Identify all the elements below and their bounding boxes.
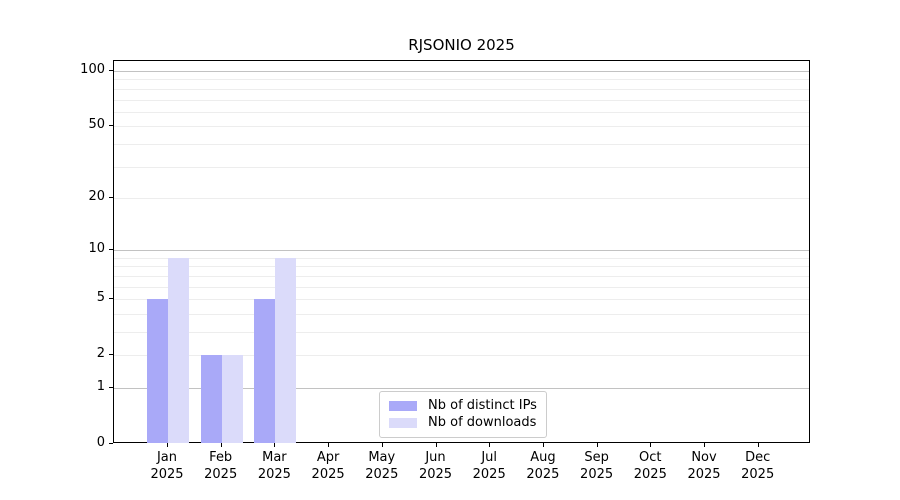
x-tick-mark — [489, 443, 491, 447]
y-tick-label-10: 10 — [88, 241, 105, 257]
x-tick-label-mar: Mar 2025 — [257, 450, 291, 482]
x-tick-label-jun: Jun 2025 — [418, 450, 453, 482]
bar-jan-ips — [147, 299, 168, 443]
legend-label: Nb of downloads — [428, 415, 537, 430]
y-tick-mark — [109, 125, 113, 127]
x-tick-label-nov: Nov 2025 — [687, 450, 721, 482]
y-tick-mark — [109, 249, 113, 251]
y-tick-label-20: 20 — [88, 188, 105, 204]
x-tick-mark — [435, 443, 437, 447]
y-tick-label-2: 2 — [96, 346, 105, 362]
y-tick-mark — [109, 298, 113, 300]
x-tick-label-oct: Oct 2025 — [633, 450, 667, 482]
legend-rows: Nb of distinct IPs Nb of downloads — [389, 397, 537, 431]
gridline-7 — [114, 275, 809, 277]
bar-mar-downloads — [275, 257, 297, 443]
y-tick-label-5: 5 — [96, 290, 105, 306]
y-tick-label-100: 100 — [80, 62, 105, 77]
gridline-1 — [114, 388, 809, 389]
x-tick-mark — [596, 443, 598, 447]
legend-swatch-icon — [389, 400, 417, 411]
gridline-40 — [114, 143, 809, 145]
gridline-2 — [114, 355, 809, 357]
gridline-60 — [114, 111, 809, 113]
legend: Nb of distinct IPs Nb of downloads — [379, 391, 547, 438]
x-tick-label-apr: Apr 2025 — [311, 450, 345, 482]
y-tick-mark — [109, 354, 113, 356]
x-tick-mark — [704, 443, 705, 447]
y-tick-mark — [109, 387, 113, 388]
x-tick-label-may: May 2025 — [365, 450, 399, 482]
x-tick-mark — [381, 443, 383, 447]
gridline-3 — [114, 332, 809, 333]
plot-area — [113, 60, 810, 443]
gridline-70 — [114, 99, 809, 101]
x-tick-label-feb: Feb 2025 — [204, 450, 238, 482]
y-tick-label-0: 0 — [96, 435, 105, 450]
chart-title: RJSONIO 2025 — [408, 36, 515, 54]
x-tick-label-jul: Jul 2025 — [472, 450, 506, 482]
bar-feb-downloads — [221, 355, 243, 443]
x-tick-mark — [328, 443, 330, 447]
legend-row-distinct-ips: Nb of distinct IPs — [389, 397, 537, 414]
gridline-5 — [114, 299, 809, 301]
x-tick-label-dec: Dec 2025 — [741, 450, 775, 482]
legend-label: Nb of distinct IPs — [428, 398, 537, 413]
y-tick-mark — [109, 443, 113, 444]
gridline-50 — [114, 126, 809, 128]
gridline-90 — [114, 79, 809, 81]
gridline-9 — [114, 257, 809, 259]
gridline-8 — [114, 266, 809, 268]
legend-swatch-icon — [389, 417, 417, 428]
legend-row-downloads: Nb of downloads — [389, 414, 537, 431]
x-tick-mark — [542, 443, 544, 447]
x-tick-label-aug: Aug 2025 — [526, 450, 560, 482]
bar-mar-ips — [254, 299, 276, 443]
gridline-80 — [114, 88, 809, 90]
y-tick-mark — [109, 70, 113, 71]
x-tick-label-jan: Jan 2025 — [150, 450, 184, 482]
y-tick-label-1: 1 — [96, 379, 105, 394]
x-tick-mark — [167, 443, 168, 447]
x-tick-label-sep: Sep 2025 — [580, 450, 614, 482]
x-tick-mark — [650, 443, 652, 447]
bar-feb-ips — [200, 355, 222, 443]
x-tick-mark — [757, 443, 759, 447]
gridline-10 — [114, 250, 809, 252]
gridline-4 — [114, 313, 809, 315]
gridline-6 — [114, 286, 809, 288]
bar-jan-downloads — [168, 257, 189, 443]
y-tick-mark — [109, 196, 113, 198]
gridline-20 — [114, 197, 809, 199]
x-tick-mark — [274, 443, 276, 447]
gridline-100 — [114, 71, 809, 72]
gridline-30 — [114, 166, 809, 168]
x-tick-mark — [220, 443, 222, 447]
y-tick-label-50: 50 — [88, 117, 105, 133]
